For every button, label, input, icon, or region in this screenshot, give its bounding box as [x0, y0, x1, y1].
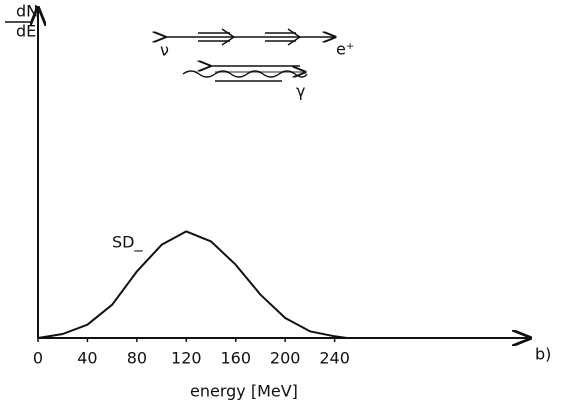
- x-tick-label: 0: [33, 349, 43, 368]
- panel-label: b): [535, 345, 551, 364]
- y-label-bottom: dE: [16, 22, 36, 41]
- decay-diagram: [165, 28, 335, 82]
- diagram-label: γ: [296, 82, 305, 101]
- diagram-label: ν: [160, 41, 169, 60]
- x-tick-label: 80: [127, 349, 147, 368]
- x-tick-label: 240: [319, 349, 350, 368]
- curve-label: SD_: [112, 233, 143, 253]
- x-axis-label: energy [MeV]: [190, 382, 298, 401]
- x-tick-label: 40: [77, 349, 97, 368]
- curve: [37, 230, 348, 339]
- x-tick-label: 120: [171, 349, 202, 368]
- y-label-top: dN: [16, 2, 38, 21]
- x-tick-label: 200: [270, 349, 301, 368]
- diagram-label: e⁺: [336, 40, 354, 59]
- x-tick-label: 160: [220, 349, 251, 368]
